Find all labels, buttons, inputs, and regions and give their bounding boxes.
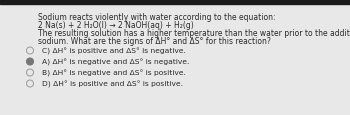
Circle shape	[27, 59, 34, 65]
Text: sodium. What are the signs of ΔH° and ΔS° for this reaction?: sodium. What are the signs of ΔH° and ΔS…	[38, 37, 271, 46]
Text: 2 Na(s) + 2 H₂O(l) → 2 NaOH(aq) + H₂(g): 2 Na(s) + 2 H₂O(l) → 2 NaOH(aq) + H₂(g)	[38, 21, 194, 30]
Text: C) ΔH° is positive and ΔS° is negative.: C) ΔH° is positive and ΔS° is negative.	[42, 48, 186, 55]
Text: B) ΔH° is negative and ΔS° is positive.: B) ΔH° is negative and ΔS° is positive.	[42, 69, 186, 77]
Text: D) ΔH° is positive and ΔS° is positive.: D) ΔH° is positive and ΔS° is positive.	[42, 80, 183, 88]
Bar	[0, 0, 350, 5]
Text: The resulting solution has a higher temperature than the water prior to the addi: The resulting solution has a higher temp…	[38, 29, 350, 38]
Text: Sodium reacts violently with water according to the equation:: Sodium reacts violently with water accor…	[38, 13, 275, 22]
Text: A) ΔH° is negative and ΔS° is negative.: A) ΔH° is negative and ΔS° is negative.	[42, 59, 189, 66]
